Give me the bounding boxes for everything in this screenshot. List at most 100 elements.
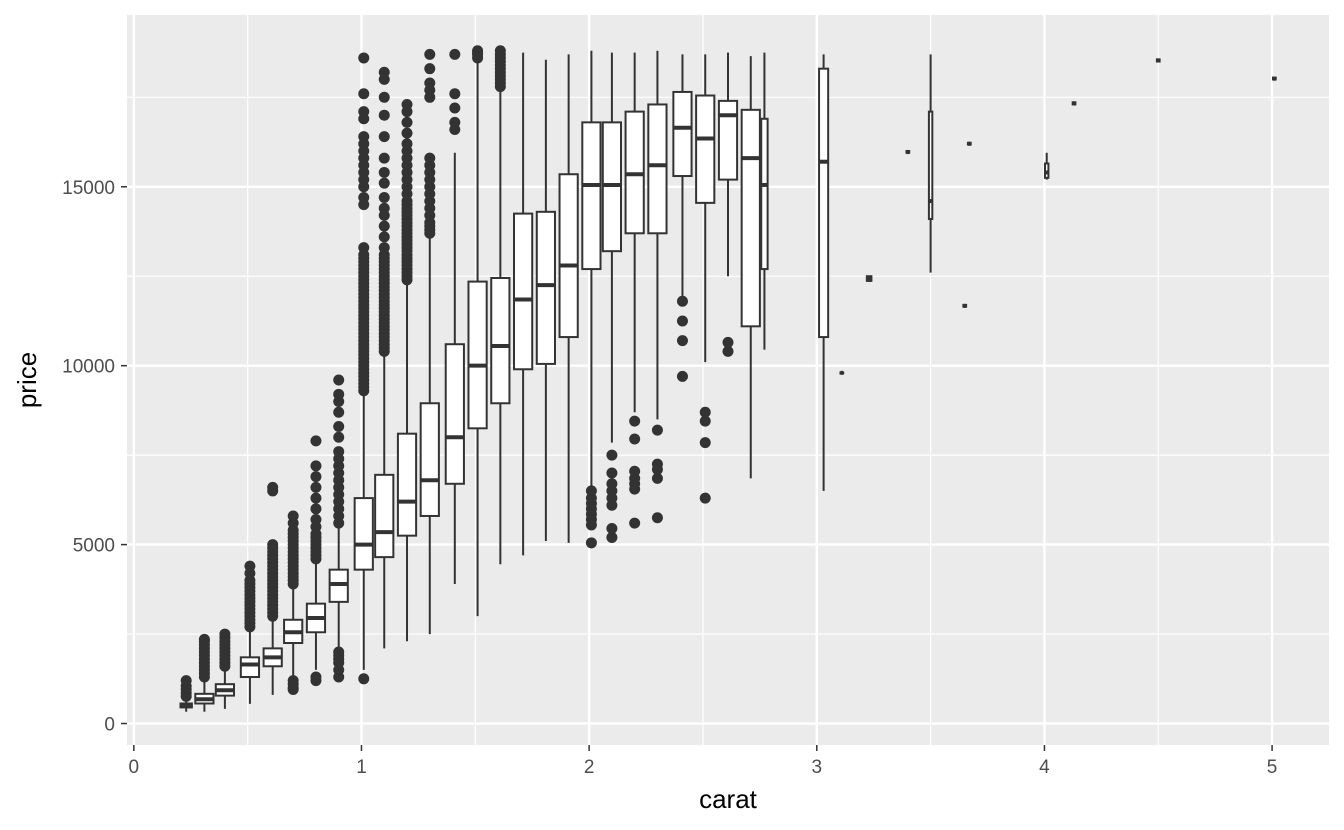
outlier-point — [287, 510, 299, 522]
box-group — [966, 141, 972, 146]
outlier-point — [606, 449, 618, 461]
box-group — [558, 54, 579, 543]
outlier-point — [585, 537, 597, 549]
y-tick-label: 15000 — [62, 178, 115, 199]
outlier-point — [424, 152, 436, 164]
outlier-point — [424, 77, 436, 89]
box-group — [905, 149, 911, 155]
outlier-point — [606, 531, 618, 543]
box-iqr — [374, 473, 395, 559]
outlier-point — [629, 517, 641, 529]
box-group — [672, 54, 693, 382]
box-group — [262, 481, 283, 695]
outlier-point — [310, 671, 322, 683]
x-axis: 0 1 2 3 4 5 — [129, 745, 1278, 778]
outlier-point — [606, 523, 618, 535]
x-tick-label: 1 — [356, 757, 367, 778]
box-group — [444, 48, 465, 584]
box-group — [1071, 101, 1077, 106]
outlier-point — [449, 102, 461, 114]
outlier-point — [358, 242, 370, 254]
box-group — [490, 45, 511, 565]
outlier-point — [378, 192, 390, 203]
outlier-point — [449, 88, 461, 100]
box-iqr — [396, 432, 418, 537]
outlier-point — [310, 514, 322, 526]
box-iqr — [647, 103, 668, 235]
outlier-point — [310, 492, 322, 504]
x-tick-label: 2 — [584, 757, 595, 778]
box-group — [927, 54, 934, 273]
outlier-point — [378, 131, 390, 143]
outlier-point — [651, 472, 663, 484]
outlier-point — [424, 63, 436, 75]
outlier-point — [358, 673, 370, 685]
box-group — [624, 52, 645, 529]
box-iqr — [740, 108, 761, 328]
outlier-point — [333, 374, 345, 386]
box-group — [760, 52, 769, 350]
outlier-point — [378, 242, 390, 254]
box-group — [214, 628, 235, 709]
box-iqr — [513, 212, 534, 371]
outlier-point — [333, 388, 345, 400]
x-tick-label: 5 — [1267, 757, 1278, 778]
outlier-point — [180, 675, 192, 687]
outlier-point — [358, 106, 370, 118]
outlier-point — [699, 406, 711, 418]
box-iqr — [535, 210, 556, 365]
box-group — [581, 50, 602, 549]
outlier-point — [219, 628, 231, 640]
outlier-point — [651, 512, 663, 524]
box-series — [179, 45, 1277, 712]
outlier-point — [358, 192, 370, 203]
outlier-point — [333, 431, 345, 443]
outlier-point — [699, 437, 711, 449]
x-axis-title: carat — [699, 784, 758, 814]
outlier-point — [424, 48, 436, 60]
box-iqr — [444, 343, 465, 485]
box-group — [283, 510, 304, 696]
outlier-point — [310, 481, 322, 493]
outlier-point — [378, 177, 390, 189]
outlier-point — [449, 116, 461, 128]
box-iqr — [558, 173, 579, 339]
box-group — [419, 48, 440, 635]
box-group — [818, 54, 830, 491]
y-axis-title: price — [12, 352, 42, 408]
outlier-point — [310, 460, 322, 472]
outlier-point — [676, 370, 688, 382]
box-group — [1155, 58, 1161, 63]
outlier-point — [722, 336, 734, 348]
y-axis: 0 5000 10000 15000 — [62, 178, 127, 736]
box-group — [601, 52, 623, 543]
outlier-point — [676, 315, 688, 327]
outlier-point — [401, 116, 413, 128]
box-group — [1271, 76, 1277, 81]
box-group — [467, 45, 488, 617]
box-iqr — [239, 656, 261, 679]
box-iqr — [467, 280, 488, 430]
outlier-point — [699, 415, 711, 427]
box-group — [239, 560, 261, 704]
box-iqr — [695, 94, 716, 204]
outlier-point — [651, 424, 663, 436]
y-tick-label: 0 — [104, 715, 115, 736]
box-group — [353, 52, 374, 685]
outlier-point — [401, 138, 413, 150]
outlier-point — [699, 492, 711, 504]
outlier-point — [333, 421, 345, 433]
outlier-point — [401, 98, 413, 110]
box-iqr — [818, 67, 830, 339]
outlier-point — [358, 131, 370, 143]
box-group — [962, 303, 968, 308]
box-group — [328, 374, 349, 683]
outlier-point — [401, 127, 413, 139]
outlier-point — [244, 560, 256, 572]
y-tick-label: 10000 — [62, 357, 115, 378]
outlier-point — [629, 465, 641, 477]
box-group — [695, 54, 716, 504]
outlier-point — [310, 435, 322, 447]
outlier-point — [629, 433, 641, 445]
